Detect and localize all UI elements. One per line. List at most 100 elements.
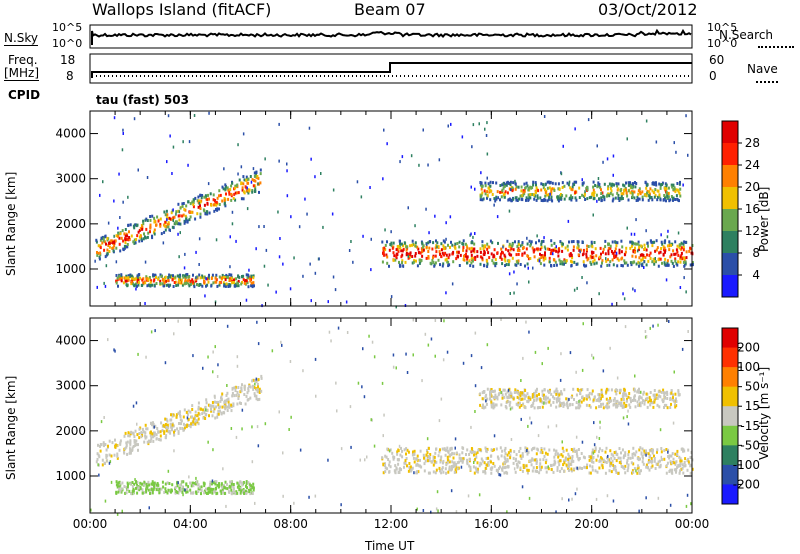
data-cell bbox=[620, 404, 623, 408]
data-cell bbox=[656, 198, 659, 202]
data-cell bbox=[428, 459, 431, 463]
noise-cell bbox=[596, 144, 598, 148]
data-cell bbox=[189, 410, 192, 414]
data-cell bbox=[148, 483, 151, 487]
data-cell bbox=[683, 464, 686, 468]
data-cell bbox=[527, 186, 530, 190]
data-cell bbox=[178, 422, 180, 425]
noise-cell bbox=[278, 159, 280, 163]
data-cell bbox=[421, 249, 424, 253]
data-cell bbox=[388, 264, 390, 268]
data-cell bbox=[131, 448, 134, 452]
noise-cell bbox=[660, 233, 662, 237]
data-cell bbox=[503, 471, 506, 475]
noise-cell bbox=[340, 503, 342, 507]
noise-cell bbox=[645, 335, 648, 338]
data-cell bbox=[609, 246, 612, 250]
data-cell bbox=[114, 445, 117, 449]
data-cell bbox=[405, 447, 408, 451]
colorbar-segment bbox=[722, 406, 738, 427]
data-cell bbox=[124, 491, 127, 495]
data-cell bbox=[231, 391, 234, 395]
data-cell bbox=[536, 247, 539, 251]
data-cell bbox=[175, 413, 178, 417]
data-cell bbox=[548, 398, 551, 402]
data-cell bbox=[527, 188, 530, 192]
data-cell bbox=[521, 391, 524, 395]
y-tick-label: 1000 bbox=[55, 262, 86, 276]
data-cell bbox=[209, 482, 212, 486]
data-cell bbox=[532, 180, 535, 184]
data-cell bbox=[164, 220, 167, 224]
data-cell bbox=[388, 463, 391, 467]
data-cell bbox=[220, 396, 222, 400]
noise-cell bbox=[104, 284, 107, 288]
noise-cell bbox=[513, 291, 515, 295]
noise-cell bbox=[362, 347, 364, 351]
data-cell bbox=[208, 414, 210, 418]
data-cell bbox=[602, 458, 605, 462]
noise-cell bbox=[673, 141, 675, 145]
data-cell bbox=[169, 422, 172, 426]
data-cell bbox=[640, 253, 643, 257]
data-cell bbox=[116, 485, 119, 489]
data-cell bbox=[559, 262, 562, 266]
data-cell bbox=[486, 242, 489, 246]
data-cell bbox=[506, 457, 509, 461]
data-cell bbox=[215, 278, 218, 282]
data-cell bbox=[620, 401, 623, 405]
data-cell bbox=[648, 190, 651, 194]
colorbar-segment bbox=[722, 367, 738, 388]
data-cell bbox=[126, 276, 128, 280]
data-cell bbox=[509, 456, 512, 460]
noise-cell bbox=[210, 489, 212, 493]
noise-cell bbox=[509, 292, 511, 295]
data-cell bbox=[585, 264, 588, 268]
noise-cell bbox=[277, 210, 279, 214]
data-cell bbox=[596, 185, 599, 189]
data-cell bbox=[253, 174, 256, 178]
data-cell bbox=[99, 238, 102, 242]
data-cell bbox=[185, 275, 188, 279]
data-cell bbox=[667, 448, 670, 452]
noise-cell bbox=[182, 140, 184, 144]
data-cell bbox=[196, 199, 199, 203]
data-cell bbox=[599, 186, 602, 190]
y-tick-label: 1000 bbox=[55, 469, 86, 483]
data-cell bbox=[544, 188, 546, 192]
data-cell bbox=[591, 448, 594, 452]
noise-cell bbox=[246, 186, 248, 190]
data-cell bbox=[591, 465, 594, 469]
data-cell bbox=[468, 247, 471, 251]
data-cell bbox=[536, 397, 539, 401]
data-cell bbox=[582, 181, 585, 185]
data-cell bbox=[428, 246, 431, 250]
data-cell bbox=[204, 417, 207, 420]
data-cell bbox=[504, 452, 507, 456]
data-cell bbox=[419, 458, 421, 462]
data-cell bbox=[457, 250, 460, 254]
data-cell bbox=[228, 284, 231, 288]
noise-cell bbox=[144, 302, 146, 305]
data-cell bbox=[138, 229, 141, 232]
data-cell bbox=[148, 276, 151, 279]
data-cell bbox=[646, 253, 648, 257]
data-cell bbox=[619, 189, 622, 193]
data-cell bbox=[388, 470, 391, 474]
colorbar-segment bbox=[722, 484, 738, 505]
noise-cell bbox=[188, 140, 191, 144]
data-cell bbox=[176, 491, 179, 494]
data-cell bbox=[532, 401, 535, 405]
data-cell bbox=[577, 246, 580, 250]
data-cell bbox=[526, 392, 529, 396]
colorbar-tick-label: 8 bbox=[752, 246, 760, 260]
data-cell bbox=[99, 253, 102, 257]
data-cell bbox=[230, 484, 233, 488]
data-cell bbox=[134, 429, 137, 433]
data-cell bbox=[506, 191, 509, 195]
data-cell bbox=[555, 263, 558, 267]
data-cell bbox=[259, 168, 262, 172]
data-cell bbox=[129, 223, 132, 227]
colorbar-segment bbox=[722, 165, 738, 188]
data-cell bbox=[679, 194, 682, 198]
